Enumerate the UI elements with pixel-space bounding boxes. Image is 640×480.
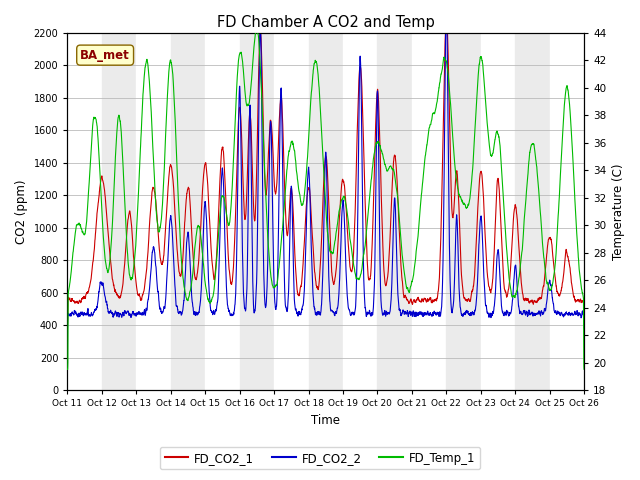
Bar — [378, 33, 412, 390]
Y-axis label: Temperature (C): Temperature (C) — [612, 163, 625, 260]
Legend: FD_CO2_1, FD_CO2_2, FD_Temp_1: FD_CO2_1, FD_CO2_2, FD_Temp_1 — [160, 447, 480, 469]
Bar — [515, 33, 550, 390]
Text: BA_met: BA_met — [80, 48, 130, 61]
Bar — [584, 33, 619, 390]
Bar — [412, 33, 446, 390]
Bar — [274, 33, 308, 390]
Title: FD Chamber A CO2 and Temp: FD Chamber A CO2 and Temp — [217, 15, 435, 30]
Bar — [67, 33, 102, 390]
Y-axis label: CO2 (ppm): CO2 (ppm) — [15, 179, 28, 243]
Bar — [446, 33, 481, 390]
Bar — [308, 33, 343, 390]
Bar — [550, 33, 584, 390]
Bar — [136, 33, 171, 390]
Bar — [171, 33, 205, 390]
Bar — [205, 33, 239, 390]
Bar — [481, 33, 515, 390]
X-axis label: Time: Time — [311, 414, 340, 427]
Bar — [102, 33, 136, 390]
Bar — [343, 33, 378, 390]
Bar — [239, 33, 274, 390]
